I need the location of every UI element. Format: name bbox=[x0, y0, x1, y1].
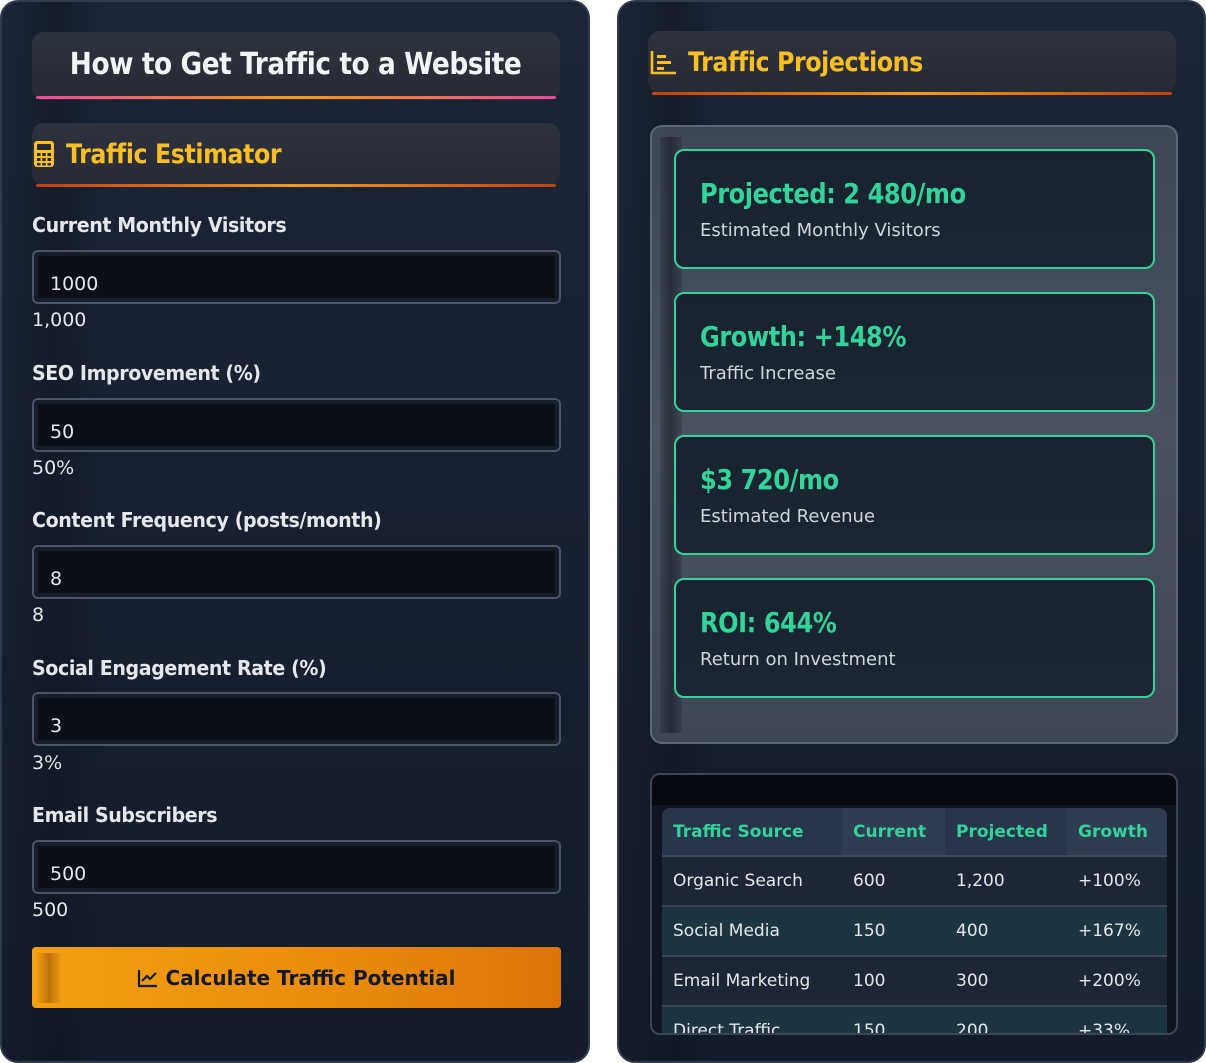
table-header-row: Traffic Source Current Projected Growth bbox=[662, 808, 1167, 857]
header-projected: Projected bbox=[945, 808, 1067, 857]
cell-current: 150 bbox=[842, 906, 945, 957]
visitors-value: 1,000 bbox=[32, 309, 87, 331]
growth-value: Growth: +148% bbox=[700, 320, 907, 353]
revenue-card: $3 720/mo Estimated Revenue bbox=[674, 435, 1155, 555]
header-current: Current bbox=[842, 808, 945, 857]
cell-projected: 200 bbox=[945, 1006, 1067, 1033]
content-frequency-input[interactable] bbox=[32, 545, 561, 599]
table-row: Email Marketing 100 300 +200% bbox=[662, 956, 1167, 1007]
header-growth: Growth bbox=[1067, 808, 1167, 857]
growth-label: Traffic Increase bbox=[700, 363, 836, 384]
cell-current: 150 bbox=[842, 1006, 945, 1033]
projections-header: Traffic Projections bbox=[648, 31, 1176, 95]
content-frequency-value: 8 bbox=[32, 604, 45, 626]
projections-heading: Traffic Projections bbox=[688, 46, 923, 78]
cell-current: 100 bbox=[842, 956, 945, 1007]
seo-label: SEO Improvement (%) bbox=[32, 361, 261, 385]
roi-value: ROI: 644% bbox=[700, 606, 837, 639]
table-row: Social Media 150 400 +167% bbox=[662, 906, 1167, 957]
cell-growth: +167% bbox=[1067, 906, 1167, 957]
traffic-source-table-container: Traffic Source Current Projected Growth … bbox=[650, 773, 1178, 1035]
visitors-input[interactable] bbox=[32, 250, 561, 304]
estimator-heading: Traffic Estimator bbox=[66, 138, 282, 170]
projected-visitors-card: Projected: 2 480/mo Estimated Monthly Vi… bbox=[674, 149, 1155, 269]
cell-source: Direct Traffic bbox=[662, 1006, 842, 1033]
header-traffic-source: Traffic Source bbox=[662, 808, 842, 857]
projections-panel: Traffic Projections Projected: 2 480/mo … bbox=[617, 0, 1206, 1063]
cell-source: Organic Search bbox=[662, 856, 842, 907]
calculate-button-label: Calculate Traffic Potential bbox=[165, 965, 456, 990]
roi-card: ROI: 644% Return on Investment bbox=[674, 578, 1155, 698]
cell-current: 600 bbox=[842, 856, 945, 907]
projected-visitors-value: Projected: 2 480/mo bbox=[700, 177, 966, 210]
email-subscribers-input[interactable] bbox=[32, 840, 561, 894]
social-engagement-input[interactable] bbox=[32, 692, 561, 746]
content-frequency-label: Content Frequency (posts/month) bbox=[32, 508, 382, 532]
results-container: Projected: 2 480/mo Estimated Monthly Vi… bbox=[650, 125, 1178, 744]
page-title: How to Get Traffic to a Website bbox=[70, 47, 522, 82]
cell-projected: 400 bbox=[945, 906, 1067, 957]
table-row: Direct Traffic 150 200 +33% bbox=[662, 1006, 1167, 1033]
visitors-label: Current Monthly Visitors bbox=[32, 213, 287, 237]
estimator-panel: How to Get Traffic to a Website Traffic … bbox=[0, 0, 590, 1063]
traffic-source-table: Traffic Source Current Projected Growth … bbox=[662, 808, 1167, 1033]
table-row: Organic Search 600 1,200 +100% bbox=[662, 856, 1167, 907]
social-engagement-value: 3% bbox=[32, 752, 63, 774]
cell-source: Social Media bbox=[662, 906, 842, 957]
projected-visitors-label: Estimated Monthly Visitors bbox=[700, 220, 941, 241]
calculator-icon bbox=[34, 141, 54, 167]
revenue-value: $3 720/mo bbox=[700, 463, 839, 496]
calculate-button[interactable]: Calculate Traffic Potential bbox=[32, 947, 561, 1008]
seo-input[interactable] bbox=[32, 398, 561, 452]
email-subscribers-value: 500 bbox=[32, 899, 69, 921]
cell-growth: +33% bbox=[1067, 1006, 1167, 1033]
revenue-label: Estimated Revenue bbox=[700, 506, 876, 527]
social-engagement-label: Social Engagement Rate (%) bbox=[32, 656, 327, 680]
page-title-banner: How to Get Traffic to a Website bbox=[32, 32, 560, 100]
email-subscribers-label: Email Subscribers bbox=[32, 803, 218, 827]
cell-growth: +200% bbox=[1067, 956, 1167, 1007]
line-chart-icon bbox=[138, 969, 158, 987]
cell-source: Email Marketing bbox=[662, 956, 842, 1007]
estimator-header: Traffic Estimator bbox=[32, 123, 560, 187]
seo-value: 50% bbox=[32, 457, 75, 479]
bar-chart-icon bbox=[650, 51, 676, 75]
cell-projected: 1,200 bbox=[945, 856, 1067, 907]
roi-label: Return on Investment bbox=[700, 649, 896, 670]
cell-growth: +100% bbox=[1067, 856, 1167, 907]
cell-projected: 300 bbox=[945, 956, 1067, 1007]
growth-card: Growth: +148% Traffic Increase bbox=[674, 292, 1155, 412]
